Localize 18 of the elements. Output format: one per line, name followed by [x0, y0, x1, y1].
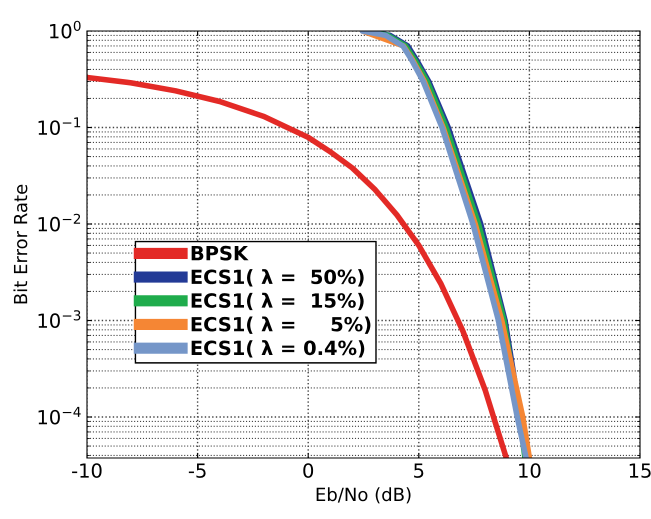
y-tick-label: 10$^{−1}$	[38, 117, 80, 136]
y-axis-title: Bit Error Rate	[13, 184, 28, 304]
legend-label: BPSK	[192, 246, 249, 261]
x-tick-label: -5	[188, 463, 206, 478]
x-tick-label: 10	[519, 463, 540, 478]
legend-label: ECS1( λ = 15%)	[192, 292, 364, 310]
legend-label: ECS1( λ = 0.4%)	[192, 340, 364, 358]
legend-label: ECS1( λ = 5%)	[192, 316, 370, 334]
y-tick-label: 10$^{−3}$	[38, 310, 80, 328]
y-tick-label: 10$^{−2}$	[38, 214, 80, 232]
legend-label: ECS1( λ = 50%)	[192, 269, 364, 286]
y-tick-label: 10$^{−4}$	[38, 406, 81, 425]
x-axis-title: Eb/No (dB)	[316, 487, 411, 504]
y-tick-label: 10$^{0}$	[50, 20, 81, 39]
x-tick-label: 0	[303, 463, 314, 478]
x-tick-label: -10	[72, 463, 102, 478]
x-tick-label: 5	[414, 463, 424, 478]
x-tick-label: 15	[630, 463, 651, 478]
